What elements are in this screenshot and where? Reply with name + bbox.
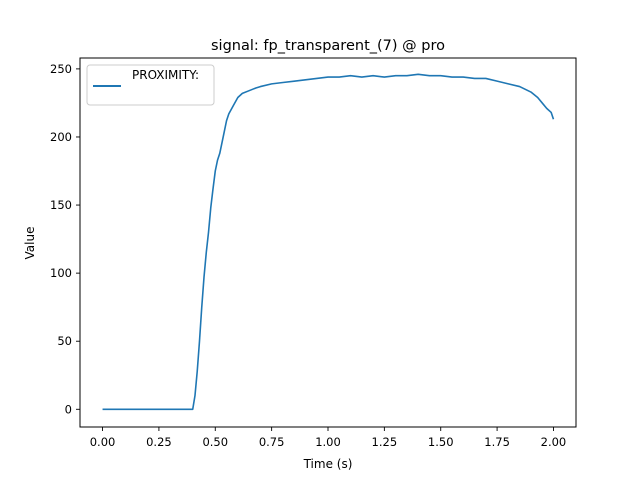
x-tick-label: 0.50 bbox=[202, 435, 228, 449]
x-tick-label: 0.00 bbox=[90, 435, 116, 449]
y-axis: 0 50 100 150 200 250 bbox=[50, 62, 80, 416]
x-tick-label: 0.25 bbox=[146, 435, 172, 449]
x-tick-label: 1.00 bbox=[315, 435, 341, 449]
legend-box bbox=[86, 64, 215, 106]
y-tick-label: 150 bbox=[50, 198, 72, 212]
x-tick-label: 0.75 bbox=[259, 435, 285, 449]
x-tick-label: 1.75 bbox=[484, 435, 510, 449]
y-tick-label: 0 bbox=[65, 402, 72, 416]
x-axis: 0.00 0.25 0.50 0.75 1.00 1.25 1.50 1.75 2.00 bbox=[90, 427, 567, 449]
x-tick-label: 2.00 bbox=[541, 435, 567, 449]
y-tick-label: 50 bbox=[57, 334, 72, 348]
y-tick-label: 250 bbox=[50, 62, 72, 76]
x-tick-label: 1.25 bbox=[372, 435, 398, 449]
legend: PROXIMITY: bbox=[86, 64, 215, 106]
chart-title: signal: fp_transparent_(7) @ pro bbox=[211, 38, 445, 54]
y-tick-label: 100 bbox=[50, 266, 72, 280]
y-tick-label: 200 bbox=[50, 130, 72, 144]
x-axis-label: Time (s) bbox=[303, 457, 353, 471]
x-tick-label: 1.50 bbox=[428, 435, 454, 449]
legend-label: PROXIMITY: bbox=[132, 68, 199, 82]
series-line-proximity bbox=[102, 73, 555, 411]
plot-area bbox=[79, 57, 577, 428]
y-axis-label: Value bbox=[23, 227, 37, 260]
